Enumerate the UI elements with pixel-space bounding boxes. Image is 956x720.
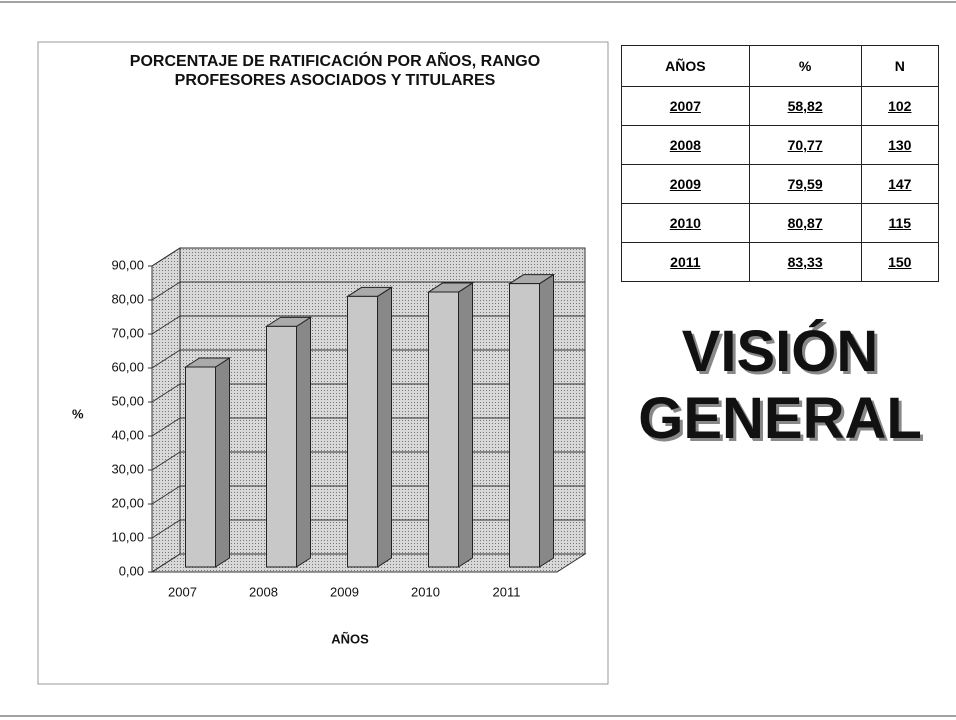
table-cell: 79,59 xyxy=(748,164,862,204)
table-cell: 2011 xyxy=(621,242,750,282)
table-row: AÑOS% N xyxy=(621,45,940,87)
table-row: 2010 80,87 115 xyxy=(621,203,940,243)
y-tick-label: 70,00 xyxy=(111,325,144,340)
table-cell: AÑOS xyxy=(621,45,750,87)
grid-line xyxy=(151,451,181,471)
y-tick-label: 0,00 xyxy=(119,563,144,578)
table-cell: 150 xyxy=(860,242,940,282)
bar xyxy=(264,316,313,568)
bar-face xyxy=(377,286,392,568)
table-row: 2009 79,59 147 xyxy=(621,164,940,204)
table-cell: 83,33 xyxy=(748,242,862,282)
bar-face xyxy=(509,283,540,568)
y-tick-label: 30,00 xyxy=(111,461,144,476)
grid-line xyxy=(151,519,181,539)
cell-text: N xyxy=(894,58,905,74)
grid-line xyxy=(151,383,181,403)
cell-text: 2009 xyxy=(669,176,701,192)
table-cell: 2009 xyxy=(621,164,750,204)
bar xyxy=(507,273,556,568)
table-cell: 2007 xyxy=(621,86,750,126)
cell-text: 147 xyxy=(888,176,912,192)
grid-line xyxy=(151,349,181,369)
table-cell: 80,87 xyxy=(748,203,862,243)
grid-line xyxy=(151,485,181,505)
cell-text: 83,33 xyxy=(787,254,823,270)
chart-frame xyxy=(37,41,609,685)
side-wall xyxy=(151,247,181,573)
cell-text: AÑOS xyxy=(665,58,706,74)
y-tick-label: 80,00 xyxy=(111,291,144,306)
cell-text: 2007 xyxy=(669,98,701,114)
x-tick-label: 2008 xyxy=(249,584,278,599)
cell-text: 2008 xyxy=(669,137,701,153)
bar xyxy=(345,286,394,568)
x-axis-title: AÑOS xyxy=(331,631,369,646)
cell-text: % xyxy=(798,58,812,74)
bar-face xyxy=(296,316,311,568)
cell-text: 80,87 xyxy=(787,215,823,231)
table-cell: 130 xyxy=(860,125,940,165)
table-cell: 2008 xyxy=(621,125,750,165)
grid-line xyxy=(151,247,181,267)
bar-face xyxy=(215,357,230,568)
table-cell: 2010 xyxy=(621,203,750,243)
bar-face xyxy=(539,273,554,568)
cell-text: 2010 xyxy=(669,215,701,231)
bar-face xyxy=(428,291,459,568)
table-row: 2007 58,82 102 xyxy=(621,86,940,126)
bar-face xyxy=(458,282,473,568)
table-cell: 102 xyxy=(860,86,940,126)
table-row: 2011 83,33 150 xyxy=(621,242,940,282)
x-tick-label: 2009 xyxy=(330,584,359,599)
data-table: AÑOS% N 2007 58,82 102 2008 70,77 130 2009 79,59 1… xyxy=(621,45,940,282)
y-axis-title: % xyxy=(72,406,84,421)
y-tick-label: 40,00 xyxy=(111,427,144,442)
table-cell: 147 xyxy=(860,164,940,204)
cell-text: 2011 xyxy=(670,254,701,270)
grid-line xyxy=(151,315,181,335)
heading: VISIÓN xyxy=(681,319,879,384)
cell-text: 102 xyxy=(888,98,912,114)
table-cell: N xyxy=(860,45,940,87)
cell-text: 70,77 xyxy=(787,137,823,153)
y-tick-label: 90,00 xyxy=(111,257,144,272)
table-cell: 115 xyxy=(860,203,940,243)
y-tick-label: 20,00 xyxy=(111,495,144,510)
x-tick-label: 2007 xyxy=(168,584,197,599)
grid-line xyxy=(151,417,181,437)
chart-title: PORCENTAJE DE RATIFICACIÓN POR AÑOS, RAN… xyxy=(129,53,541,89)
table-cell: % xyxy=(748,45,862,87)
bar-face xyxy=(266,325,297,568)
cell-text: 79,59 xyxy=(787,176,823,192)
heading: GENERAL xyxy=(638,386,922,451)
cell-text: 150 xyxy=(888,254,912,270)
y-tick-label: 10,00 xyxy=(111,529,144,544)
bar xyxy=(183,357,232,568)
cell-text: 115 xyxy=(888,215,912,231)
y-tick-label: 60,00 xyxy=(111,359,144,374)
cell-text: 58,82 xyxy=(787,98,823,114)
table-row: 2008 70,77 130 xyxy=(621,125,940,165)
table-cell: 58,82 xyxy=(748,86,862,126)
bar xyxy=(426,282,475,568)
cell-text: 130 xyxy=(888,137,912,153)
y-tick-label: 50,00 xyxy=(111,393,144,408)
bar-face xyxy=(347,295,378,568)
table-cell: 70,77 xyxy=(748,125,862,165)
grid-line xyxy=(151,281,181,301)
x-tick-label: 2010 xyxy=(411,584,440,599)
grid-line xyxy=(151,553,181,573)
bar-face xyxy=(185,366,216,568)
x-tick-label: 2011 xyxy=(493,584,521,599)
